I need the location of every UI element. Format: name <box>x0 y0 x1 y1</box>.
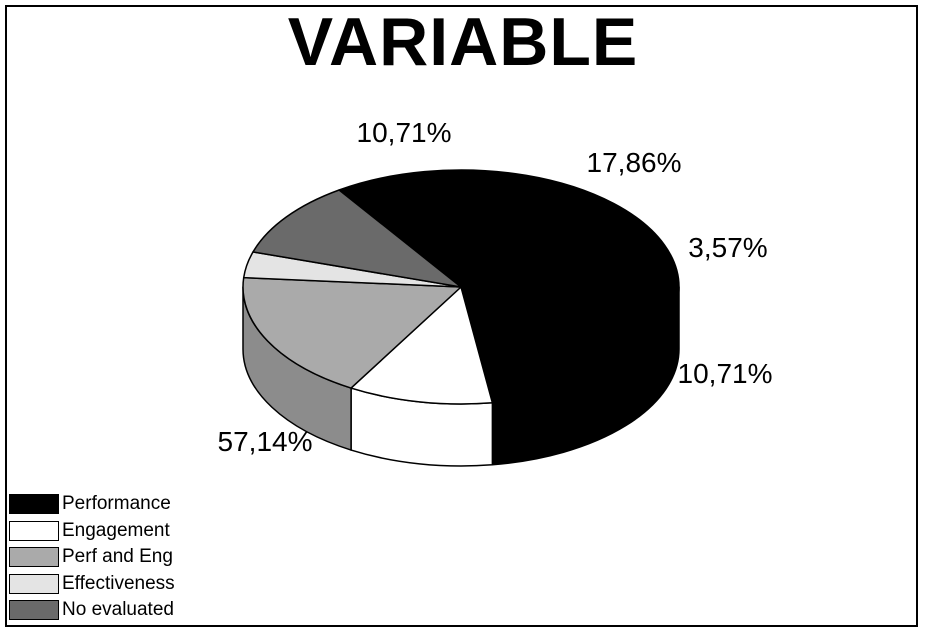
chart-frame <box>5 5 918 627</box>
pie-slices <box>242 169 680 405</box>
pie-value-label: 10,71% <box>357 117 452 148</box>
legend-item: Engagement <box>9 518 175 545</box>
legend-item: No evaluated <box>9 597 175 624</box>
legend-swatch <box>9 547 59 568</box>
legend-swatch <box>9 573 59 594</box>
legend: Performance Engagement Perf and Eng Effe… <box>9 491 175 624</box>
pie-slice-engagement <box>350 286 494 405</box>
legend-label: Performance <box>62 493 171 515</box>
legend-label: Effectiveness <box>62 572 175 594</box>
pie-value-label: 17,86% <box>587 147 682 178</box>
pie-slice-performance <box>338 169 680 404</box>
legend-label: Engagement <box>62 519 170 541</box>
legend-label: No evaluated <box>62 599 174 621</box>
pie-value-label: 57,14% <box>218 426 313 457</box>
pie-slice-perf-and-eng <box>242 276 462 389</box>
pie-value-label: 10,71% <box>678 358 773 389</box>
pie-value-label: 3,57% <box>688 232 767 263</box>
pie-slice-no-evaluated <box>252 189 462 288</box>
legend-item: Effectiveness <box>9 571 175 598</box>
legend-item: Performance <box>9 491 175 518</box>
legend-swatch <box>9 600 59 621</box>
legend-swatch <box>9 494 59 515</box>
legend-label: Perf and Eng <box>62 546 173 568</box>
chart-title: VARIABLE <box>287 4 639 80</box>
legend-swatch <box>9 520 59 541</box>
pie-value-labels: 57,14% 10,71% 17,86% 3,57% 10,71% <box>218 117 773 457</box>
legend-item: Perf and Eng <box>9 544 175 571</box>
